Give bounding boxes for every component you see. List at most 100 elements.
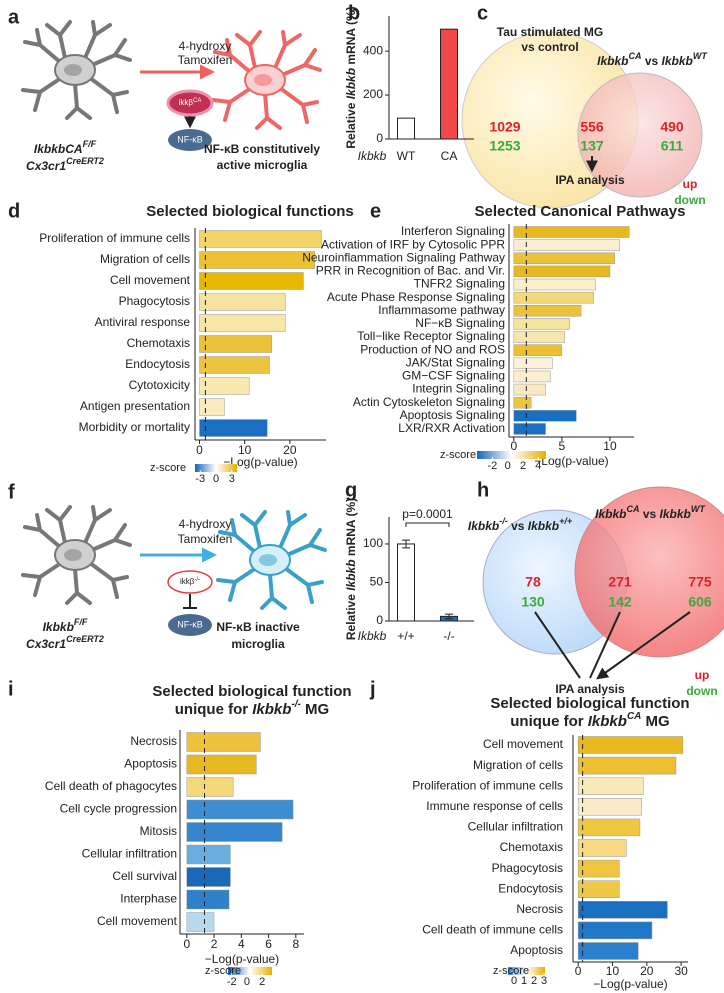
count-down: 611: [661, 138, 684, 154]
bar: [397, 117, 415, 140]
bar: [577, 859, 620, 878]
bar: [186, 777, 234, 797]
text: CA: [627, 711, 641, 722]
venn-title: IkbkbCA vs IkbkbWT: [597, 51, 708, 68]
bar: [577, 921, 653, 940]
text: vs: [641, 54, 661, 68]
bar: [513, 278, 596, 291]
y-tick-label: Migration of cells: [473, 758, 563, 772]
venn-title: vs control: [521, 40, 578, 54]
outcome: NF-κB inactive: [216, 620, 300, 634]
x-tick-label: 0: [575, 964, 582, 978]
colorbar-tick-label: 2: [259, 976, 265, 988]
y-tick-label: TNFR2 Signaling: [414, 277, 505, 291]
x-tick-label: 20: [640, 964, 654, 978]
colorbar-tick-label: 1: [521, 975, 527, 987]
chart-title: Selected Canonical Pathways: [475, 203, 686, 220]
bar: [186, 754, 257, 775]
bar: [513, 383, 546, 396]
text: WT: [693, 51, 708, 61]
text: Relative: [344, 99, 358, 148]
panel-c: c Tau stimulated MG vs control IkbkbCA v…: [461, 2, 708, 209]
analysis: IPA analysis: [555, 682, 625, 696]
bar: [513, 305, 582, 317]
y-tick-label: LXR/RXR Activation: [398, 421, 505, 435]
text: Ikbkb: [344, 559, 358, 590]
chart-title: unique for IkbkbCA MG: [510, 711, 669, 730]
colorbar-tick-label: 0: [505, 460, 511, 472]
panel-letter: c: [477, 2, 488, 24]
y-tick-label: Cell death of immune cells: [422, 923, 563, 937]
bar: [577, 839, 627, 857]
chart-title: Selected biological function: [152, 683, 351, 700]
text: -/-: [499, 516, 508, 526]
bar: [513, 226, 630, 238]
text: WT: [691, 504, 706, 514]
panel-letter: a: [8, 6, 20, 28]
bar: [513, 410, 577, 422]
y-tick-label: Cell cycle progression: [60, 802, 177, 816]
bar: [577, 942, 639, 960]
y-tick-label: Cell movement: [110, 273, 191, 287]
nfkb-icon: [168, 614, 212, 636]
text: Ikbkb: [588, 713, 627, 730]
colorbar: [228, 967, 272, 975]
nfkb-icon: [168, 129, 212, 151]
y-tick-label: 100: [363, 536, 383, 550]
genotype: IkbkbCAF/F: [34, 139, 97, 156]
y-tick-label: Necrosis: [516, 902, 563, 916]
text: -/-: [194, 577, 200, 583]
y-tick-label: Cellular infiltration: [82, 847, 177, 861]
bar: [513, 357, 553, 370]
panel-letter: e: [370, 200, 381, 222]
cell-icon: [21, 20, 132, 120]
text: unique for: [510, 713, 588, 730]
colorbar-tick-label: -2: [227, 976, 237, 988]
panel-letter: h: [477, 479, 489, 501]
y-tick-label: PRR in Recognition of Bac. and Vir.: [316, 264, 505, 278]
colorbar-tick-label: 0: [213, 473, 219, 485]
colorbar-tick-label: 0: [244, 976, 250, 988]
nfkb: NF-κB: [177, 134, 203, 144]
bar: [577, 756, 677, 775]
count-up: 775: [688, 574, 712, 590]
error-bar: [402, 539, 410, 549]
cell-icon: [21, 505, 132, 605]
text: -/-: [291, 699, 301, 710]
y-tick-label: Phagocytosis: [492, 861, 563, 875]
text: Ikbkb: [252, 701, 291, 718]
colorbar-tick-label: 2: [531, 975, 537, 987]
x-tick-label: 0: [510, 439, 517, 453]
panel-h: h Ikbkb-/- vs Ikbkb+/+ IkbkbCA vs IkbkbW…: [468, 479, 724, 698]
bar: [199, 293, 286, 311]
y-tick-label: Morbidity or mortality: [79, 420, 190, 434]
colorbar-tick-label: 4: [535, 460, 541, 472]
x-tick-label: 0: [196, 443, 203, 457]
x-tick-label: 8: [292, 937, 299, 951]
venn-title: IkbkbCA vs IkbkbWT: [595, 504, 706, 521]
text: Ikbkb: [528, 519, 559, 533]
bar: [186, 732, 261, 752]
bar: [513, 370, 551, 383]
count-down: 606: [688, 594, 712, 610]
badge: [167, 570, 213, 594]
bar: [513, 396, 532, 409]
y-tick-label: 50: [370, 575, 384, 589]
panel-letter: i: [8, 678, 14, 700]
colorbar-label: z-score: [150, 462, 186, 474]
y-tick-label: Cellular infiltration: [468, 820, 563, 834]
bar: [186, 799, 294, 820]
bar: [199, 272, 304, 290]
legend-up: up: [683, 177, 698, 191]
bar: [577, 880, 620, 898]
count-up: 490: [660, 119, 684, 135]
treatment: Tamoxifen: [178, 532, 233, 546]
annotation: p=0.0001: [402, 507, 453, 521]
colorbar-tick-label: -2: [487, 460, 497, 472]
text: CreERT2: [66, 156, 104, 166]
arrow: [534, 611, 691, 678]
y-tick-label: Cell movement: [97, 914, 178, 928]
colorbar-tick-label: 2: [520, 460, 526, 472]
y-tick-label: Toll−like Receptor Signaling: [357, 329, 505, 343]
panel-a: a 4-hydroxy Tamoxifen ikkβCA NF-κB Ikbkb…: [8, 6, 322, 173]
